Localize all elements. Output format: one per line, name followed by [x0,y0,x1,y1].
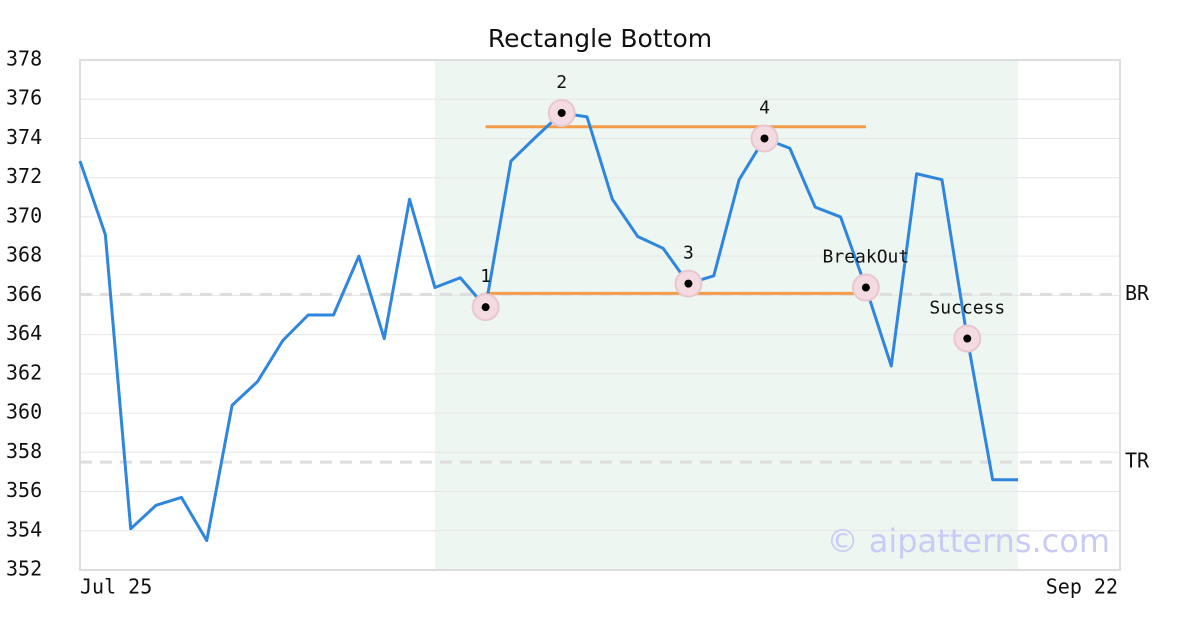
point-label: 1 [480,266,491,287]
point-label: 4 [759,97,770,118]
point-marker [684,279,693,288]
y-tick-label: 368 [6,243,42,267]
x-tick-label: Sep 22 [1046,575,1118,599]
y-tick-label: 354 [6,517,42,541]
y-tick-label: 372 [6,164,42,188]
point-label: 3 [683,243,694,264]
point-label: BreakOut [823,247,910,268]
plot-frame [79,59,1121,571]
point-marker [963,334,972,343]
point-marker [557,108,566,117]
y-tick-label: 364 [6,321,42,345]
y-tick-label: 378 [6,47,42,71]
y-tick-label: 376 [6,86,42,110]
pattern-region [434,60,1018,570]
x-tick-label: Jul 25 [80,575,152,599]
level-label: BR [1125,281,1150,305]
watermark: © aipatterns.com [827,522,1110,560]
point-label: Success [929,298,1005,319]
point-marker [760,134,769,143]
y-tick-label: 352 [6,557,42,581]
chart-title: Rectangle Bottom [488,24,712,53]
y-tick-label: 374 [6,125,42,149]
y-tick-label: 356 [6,478,42,502]
y-tick-label: 358 [6,439,42,463]
point-marker [861,283,870,292]
level-label: TR [1125,449,1150,473]
y-tick-label: 362 [6,360,42,384]
y-tick-label: 370 [6,203,42,227]
point-marker [481,303,490,312]
y-tick-label: 366 [6,282,42,306]
point-label: 2 [556,72,567,93]
y-tick-label: 360 [6,400,42,424]
